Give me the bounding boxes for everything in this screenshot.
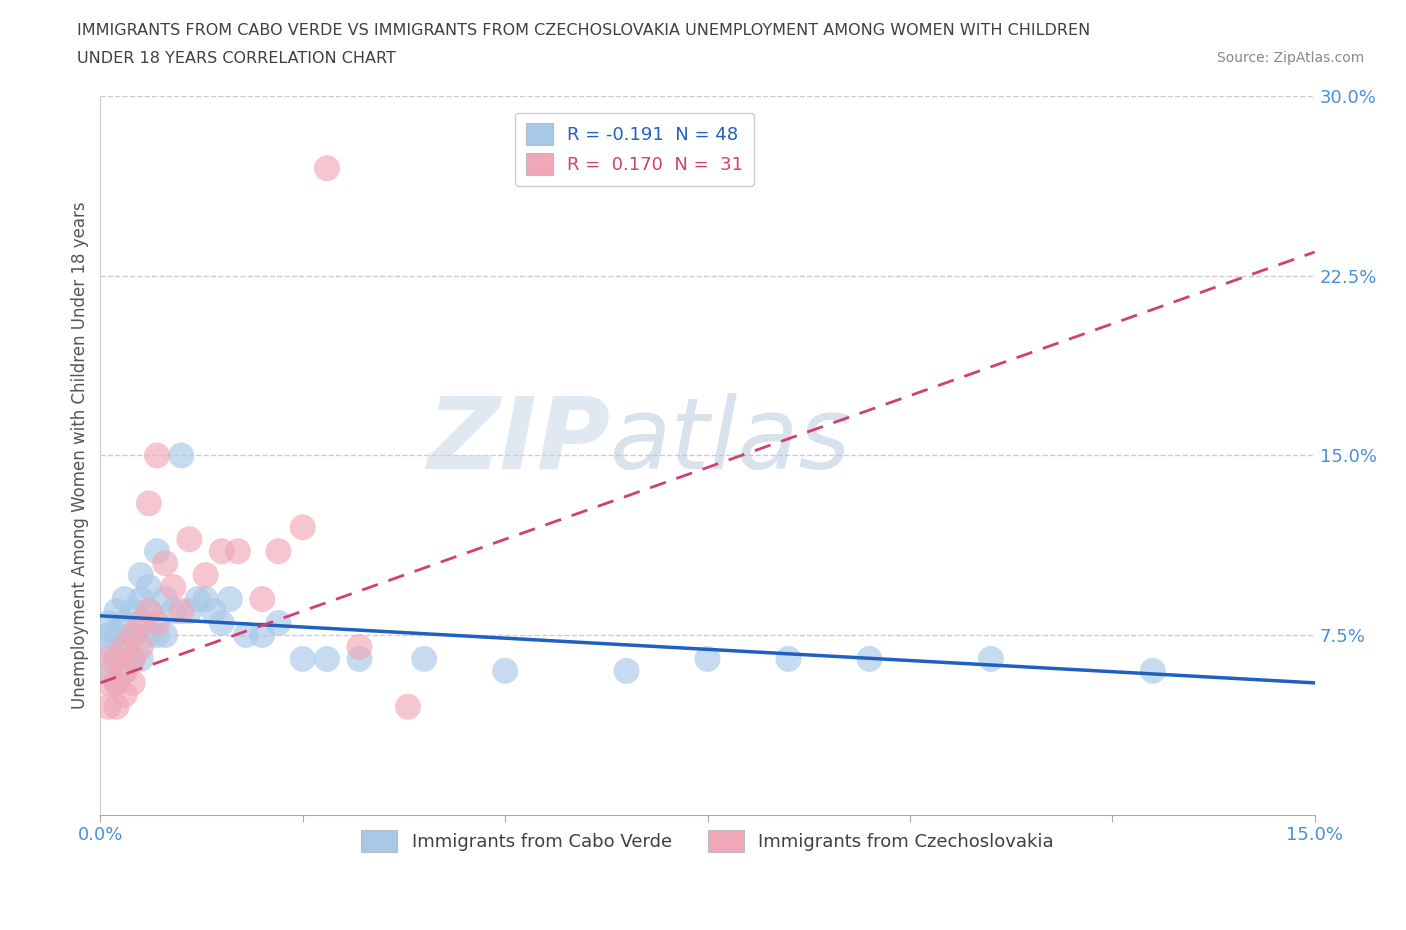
Point bbox=[105, 675, 128, 690]
Point bbox=[413, 652, 436, 667]
Point bbox=[97, 640, 120, 655]
Point bbox=[235, 628, 257, 643]
Point bbox=[138, 496, 160, 511]
Point bbox=[105, 628, 128, 643]
Point bbox=[616, 663, 638, 678]
Point bbox=[211, 616, 233, 631]
Point bbox=[291, 652, 314, 667]
Point bbox=[349, 652, 371, 667]
Point bbox=[97, 652, 120, 667]
Text: ZIP: ZIP bbox=[427, 392, 610, 489]
Point bbox=[252, 628, 274, 643]
Point bbox=[696, 652, 718, 667]
Point bbox=[129, 616, 152, 631]
Point bbox=[114, 616, 136, 631]
Point bbox=[858, 652, 880, 667]
Point bbox=[146, 544, 169, 559]
Point bbox=[114, 640, 136, 655]
Point bbox=[121, 604, 143, 618]
Point bbox=[129, 652, 152, 667]
Text: UNDER 18 YEARS CORRELATION CHART: UNDER 18 YEARS CORRELATION CHART bbox=[77, 51, 396, 66]
Point bbox=[97, 616, 120, 631]
Legend: Immigrants from Cabo Verde, Immigrants from Czechoslovakia: Immigrants from Cabo Verde, Immigrants f… bbox=[354, 823, 1062, 859]
Point bbox=[316, 161, 339, 176]
Point bbox=[202, 604, 225, 618]
Point bbox=[170, 448, 193, 463]
Text: IMMIGRANTS FROM CABO VERDE VS IMMIGRANTS FROM CZECHOSLOVAKIA UNEMPLOYMENT AMONG : IMMIGRANTS FROM CABO VERDE VS IMMIGRANTS… bbox=[77, 23, 1091, 38]
Point bbox=[494, 663, 516, 678]
Point bbox=[153, 628, 176, 643]
Point bbox=[146, 448, 169, 463]
Point bbox=[138, 604, 160, 618]
Point bbox=[105, 604, 128, 618]
Point bbox=[121, 628, 143, 643]
Point bbox=[121, 652, 143, 667]
Point bbox=[349, 640, 371, 655]
Point bbox=[129, 640, 152, 655]
Point bbox=[97, 663, 120, 678]
Point bbox=[194, 567, 217, 582]
Point bbox=[267, 544, 290, 559]
Point bbox=[121, 628, 143, 643]
Point bbox=[211, 544, 233, 559]
Point bbox=[316, 652, 339, 667]
Y-axis label: Unemployment Among Women with Children Under 18 years: Unemployment Among Women with Children U… bbox=[72, 202, 89, 710]
Point bbox=[153, 591, 176, 606]
Point bbox=[146, 628, 169, 643]
Point bbox=[105, 675, 128, 690]
Point bbox=[179, 532, 201, 547]
Text: Source: ZipAtlas.com: Source: ZipAtlas.com bbox=[1216, 51, 1364, 65]
Point bbox=[226, 544, 249, 559]
Point bbox=[121, 652, 143, 667]
Point bbox=[129, 567, 152, 582]
Point bbox=[1142, 663, 1164, 678]
Point bbox=[138, 628, 160, 643]
Text: atlas: atlas bbox=[610, 392, 852, 489]
Point bbox=[97, 628, 120, 643]
Point bbox=[105, 652, 128, 667]
Point bbox=[114, 687, 136, 702]
Point bbox=[114, 663, 136, 678]
Point bbox=[129, 616, 152, 631]
Point bbox=[778, 652, 800, 667]
Point bbox=[291, 520, 314, 535]
Point bbox=[170, 604, 193, 618]
Point bbox=[396, 699, 419, 714]
Point bbox=[194, 591, 217, 606]
Point bbox=[267, 616, 290, 631]
Point bbox=[186, 591, 208, 606]
Point bbox=[138, 604, 160, 618]
Point bbox=[97, 699, 120, 714]
Point bbox=[146, 616, 169, 631]
Point bbox=[138, 579, 160, 594]
Point bbox=[162, 604, 184, 618]
Point bbox=[219, 591, 242, 606]
Point bbox=[179, 604, 201, 618]
Point bbox=[114, 663, 136, 678]
Point bbox=[105, 652, 128, 667]
Point bbox=[252, 591, 274, 606]
Point bbox=[105, 699, 128, 714]
Point bbox=[121, 675, 143, 690]
Point bbox=[114, 591, 136, 606]
Point bbox=[97, 675, 120, 690]
Point bbox=[129, 591, 152, 606]
Point bbox=[162, 579, 184, 594]
Point bbox=[980, 652, 1002, 667]
Point bbox=[153, 556, 176, 571]
Point bbox=[114, 640, 136, 655]
